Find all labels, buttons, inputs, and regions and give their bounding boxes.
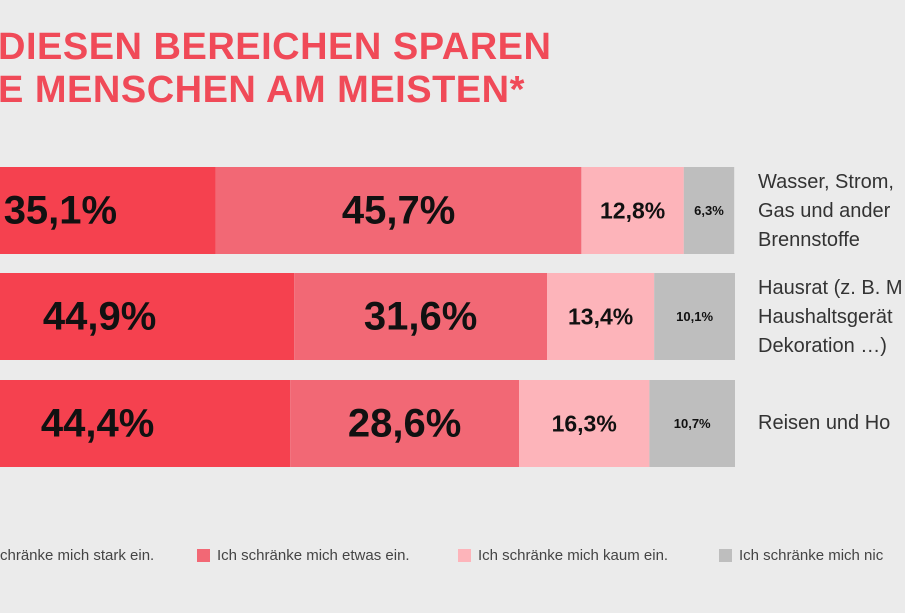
bar-segment	[649, 380, 735, 467]
data-label: 12,8%	[600, 198, 665, 224]
category-label: Reisen und Ho	[758, 412, 891, 434]
data-label: 44,9%	[43, 295, 156, 339]
bar-segment	[290, 380, 519, 467]
bar-segment	[581, 167, 684, 254]
bar-segment	[683, 167, 735, 254]
data-label: 6,3%	[694, 203, 724, 218]
data-label: 44,4%	[41, 402, 154, 446]
bar-segment	[654, 273, 735, 360]
bar-segment	[519, 380, 650, 467]
bar-segment	[294, 273, 547, 360]
legend-label: Ich schränke mich etwas ein.	[217, 547, 410, 564]
data-label: 13,4%	[568, 304, 633, 330]
data-label: 10,7%	[674, 416, 711, 431]
legend-item: chränke mich stark ein.	[0, 547, 154, 564]
bar-segment	[0, 273, 295, 360]
bar-segment	[215, 167, 582, 254]
data-label: 35,1%	[4, 189, 117, 233]
legend-item: Ich schränke mich etwas ein.	[197, 547, 410, 564]
legend-swatch	[197, 549, 210, 562]
bar-segment	[0, 380, 291, 467]
legend-label: Ich schränke mich kaum ein.	[478, 547, 669, 564]
category-label: Wasser, Strom, Gas und ander Brennstoffe	[758, 171, 894, 251]
category-label: Hausrat (z. B. M Haushaltsgerät Dekorati…	[758, 277, 903, 357]
legend-swatch	[719, 549, 732, 562]
data-label: 28,6%	[348, 402, 461, 446]
title-line-1: DIESEN BEREICHEN SPAREN	[0, 26, 552, 68]
data-label: 31,6%	[364, 295, 477, 339]
legend-label: chränke mich stark ein.	[0, 547, 155, 564]
title-line-2: E MENSCHEN AM MEISTEN*	[0, 69, 525, 111]
data-label: 45,7%	[342, 189, 455, 233]
bar-segment	[547, 273, 655, 360]
legend-label: Ich schränke mich nic	[739, 547, 884, 564]
bar-segment	[0, 167, 216, 254]
data-label: 10,1%	[676, 309, 713, 324]
legend-item: Ich schränke mich kaum ein.	[458, 547, 668, 564]
legend-swatch	[458, 549, 471, 562]
legend-item: Ich schränke mich nic	[719, 547, 883, 564]
data-label: 16,3%	[552, 411, 617, 437]
